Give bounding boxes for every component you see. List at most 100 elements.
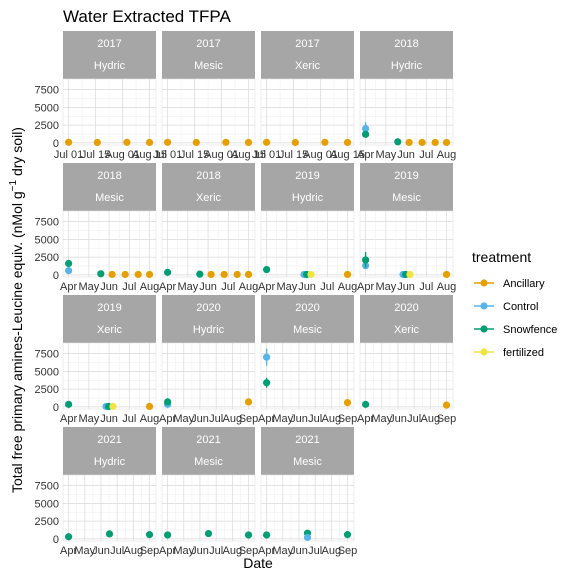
x-axis-title: Date: [243, 555, 273, 571]
facet-strip-site: Mesic: [194, 456, 223, 468]
data-point: [418, 138, 426, 147]
data-point: [164, 268, 172, 276]
x-tick-label: Aug 01: [303, 149, 338, 161]
y-tick-label: 5000: [35, 102, 59, 114]
legend-label: fertilized: [503, 347, 544, 359]
data-point: [220, 270, 228, 279]
y-tick-label: 7500: [35, 85, 59, 97]
facet-strip: [63, 31, 156, 79]
x-tick-label: Sep: [437, 413, 457, 425]
x-tick-label: Jul 01: [252, 149, 281, 161]
legend-key-point: [480, 302, 488, 310]
x-tick-label: Apr: [60, 545, 77, 557]
facet-strip: [261, 427, 354, 475]
x-tick-label: Apr: [258, 545, 275, 557]
data-point: [164, 531, 172, 539]
x-tick-label: Jul: [110, 545, 124, 557]
x-tick-label: Aug: [437, 281, 457, 293]
facet-strip-year: 2018: [97, 170, 121, 182]
facet-panel: 2018 Mesic 0 2500 5000 7500 Apr May Jun Jul Aug: [35, 163, 159, 293]
data-point: [121, 270, 129, 279]
y-tick-label: 0: [53, 534, 59, 546]
facet-strip-year: 2017: [97, 38, 121, 50]
x-tick-label: Aug 01: [105, 149, 140, 161]
y-tick-label: 2500: [35, 384, 59, 396]
data-point: [109, 402, 117, 411]
legend-item: Snowfence: [474, 324, 557, 336]
facet-strip: [162, 31, 255, 79]
x-tick-label: Jun: [298, 281, 316, 293]
x-tick-label: Apr: [159, 545, 176, 557]
facet-strip-site: Hydric: [391, 60, 423, 72]
x-tick-label: Aug 01: [204, 149, 239, 161]
data-point: [244, 138, 253, 147]
data-point: [65, 259, 73, 268]
panel-background: [62, 78, 157, 146]
y-tick-label: 2500: [35, 120, 59, 132]
facet-strip: [261, 31, 354, 79]
data-point: [406, 270, 414, 279]
facet-strip-site: Mesic: [293, 456, 322, 468]
x-tick-label: Jul: [221, 281, 235, 293]
x-tick-label: Apr: [357, 281, 374, 293]
y-axis-title-sup: −1: [8, 179, 19, 191]
data-point: [65, 267, 73, 275]
x-tick-label: Jun: [191, 545, 209, 557]
panel-background: [260, 78, 355, 146]
data-point: [394, 138, 402, 146]
facet-strip-site: Xeric: [97, 324, 123, 336]
y-axis-title: Total free primary amines-Leucine equiv.…: [8, 127, 25, 493]
data-point: [343, 270, 352, 279]
data-point: [405, 138, 413, 147]
panel-background: [62, 210, 157, 278]
facet-strip-site: Xeric: [394, 324, 420, 336]
x-tick-label: Jun: [100, 413, 118, 425]
panel-background: [161, 210, 256, 278]
x-tick-label: Aug: [437, 149, 457, 161]
x-tick-label: Sep: [239, 545, 259, 557]
facet-panel: 2019 Xeric 0 2500 5000 7500 Apr May Jun Jul Aug: [35, 295, 159, 425]
facet-strip: [360, 31, 453, 79]
panel-background: [62, 342, 157, 410]
facet-strip-site: Xeric: [196, 192, 222, 204]
x-tick-label: Jul: [407, 413, 421, 425]
data-point: [362, 125, 370, 133]
x-tick-label: Jul 15: [279, 149, 308, 161]
facet-strip-year: 2021: [97, 434, 121, 446]
facet-strip-year: 2018: [394, 38, 418, 50]
x-tick-label: Jun: [199, 281, 217, 293]
facet-strip-year: 2017: [295, 38, 319, 50]
facet-strip: [162, 295, 255, 343]
panel-background: [161, 78, 256, 146]
x-tick-label: May: [173, 545, 194, 557]
data-point: [442, 401, 451, 409]
x-tick-label: Jul: [122, 281, 136, 293]
data-point: [105, 530, 114, 538]
data-point: [263, 531, 271, 539]
x-tick-label: Sep: [140, 545, 160, 557]
y-tick-label: 2500: [35, 252, 59, 264]
facet-strip-year: 2019: [295, 170, 319, 182]
data-point: [145, 270, 154, 279]
data-point: [362, 256, 370, 264]
data-point: [362, 400, 370, 408]
data-point: [145, 138, 154, 147]
x-tick-label: Aug: [124, 545, 144, 557]
x-tick-label: May: [74, 545, 95, 557]
facet-strip: [360, 163, 453, 211]
chart-title: Water Extracted TFPA: [63, 7, 232, 26]
facet-strip-site: Hydric: [94, 456, 126, 468]
facet-strip-site: Hydric: [193, 324, 225, 336]
facet-strip: [162, 427, 255, 475]
facet-strip: [63, 295, 156, 343]
legend-item: fertilized: [474, 347, 544, 359]
facet-strip-site: Mesic: [95, 192, 124, 204]
y-tick-label: 5000: [35, 498, 59, 510]
x-tick-label: Jun: [389, 413, 407, 425]
x-tick-label: Aug: [338, 281, 358, 293]
